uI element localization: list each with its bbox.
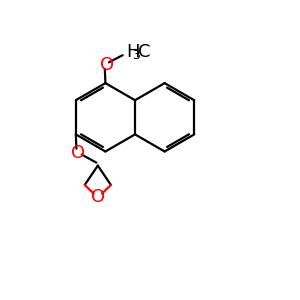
Text: O: O [100,56,114,74]
Text: C: C [137,43,150,61]
Text: 3: 3 [133,49,140,62]
Text: O: O [71,144,85,162]
Text: H: H [126,43,140,61]
Text: O: O [91,188,105,206]
